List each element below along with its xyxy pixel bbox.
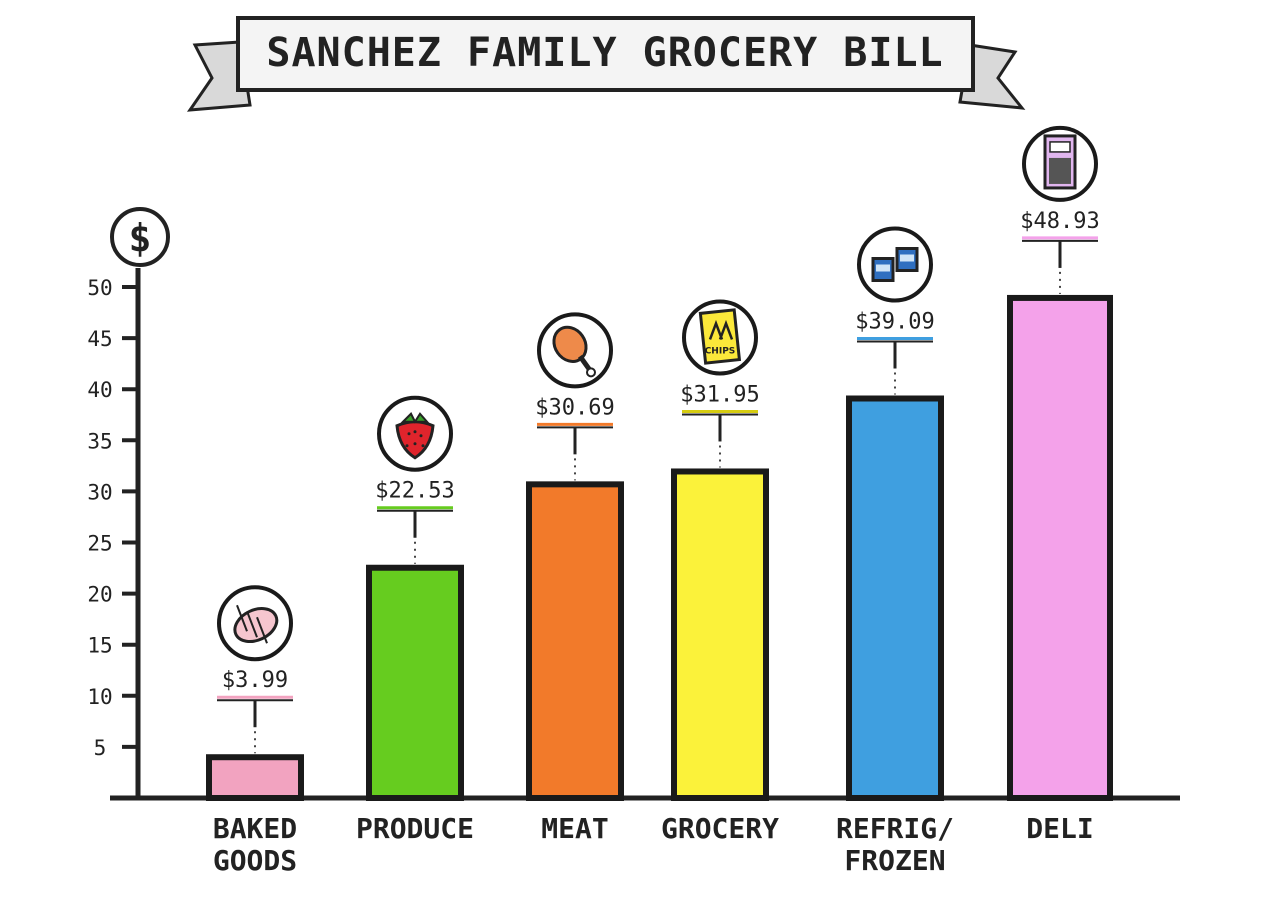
- y-axis-label: $: [129, 216, 152, 260]
- data-value-label: $22.53: [375, 479, 454, 504]
- icons-layer: CHIPS: [217, 125, 1098, 662]
- data-value-label: $48.93: [1020, 209, 1099, 234]
- strawberry-seed: [407, 432, 411, 436]
- cans-icon: [857, 226, 933, 303]
- y-tick-label: 15: [87, 634, 112, 658]
- strawberry-seed: [413, 442, 417, 446]
- strawberry-leaves: [400, 412, 430, 424]
- deli-label: [1049, 141, 1071, 153]
- strawberry-seed: [405, 444, 409, 448]
- bread-crease: [236, 604, 248, 632]
- y-tick-label: 20: [87, 583, 112, 607]
- bar-3: [671, 468, 769, 801]
- drumstick-icon: [537, 312, 613, 389]
- strawberry-seed: [421, 444, 425, 448]
- bar-4: [846, 395, 944, 801]
- category-label: GROCERY: [661, 812, 779, 845]
- category-label: BAKED: [213, 812, 297, 845]
- category-label: REFRIG/: [836, 812, 954, 845]
- deli-contents: [1049, 157, 1071, 184]
- bar-1: [366, 564, 464, 802]
- bar-2: [526, 481, 624, 801]
- bread-shape: [233, 607, 279, 644]
- category-label: FROZEN: [844, 844, 945, 877]
- chips-icon: CHIPS: [682, 299, 758, 376]
- drumstick-bone-end: [586, 367, 596, 378]
- category-label: PRODUCE: [356, 812, 474, 845]
- data-value-label: $39.09: [855, 310, 934, 335]
- chips-triangles: [708, 319, 734, 340]
- y-tick-label: 30: [87, 480, 112, 504]
- bars-layer: [206, 294, 1113, 802]
- chart-title: SANCHEZ FAMILY GROCERY BILL: [266, 30, 943, 76]
- bread-crease: [256, 616, 268, 644]
- y-tick-label: 35: [87, 429, 112, 453]
- y-tick-label: 25: [87, 532, 112, 556]
- y-tick-label: 40: [87, 378, 112, 402]
- banner-body: [236, 16, 975, 92]
- y-tick-label: 50: [87, 276, 112, 300]
- bar-5: [1007, 294, 1113, 801]
- value-labels-layer: $3.99 $22.53 $30.69 $31.95 $39.09 $48.93: [217, 209, 1100, 754]
- can-right-label: [900, 254, 914, 262]
- title-banner: SANCHEZ FAMILY GROCERY BILL: [186, 16, 1026, 112]
- y-axis-ticks: 5 10 15 20 25 30 35 40 45 50: [87, 276, 140, 760]
- icon-circle: [857, 226, 933, 303]
- category-label: MEAT: [541, 812, 608, 845]
- deli-container-icon: [1022, 125, 1098, 202]
- banner-left-tail: [186, 40, 252, 112]
- bread-crease: [246, 610, 258, 638]
- category-label: DELI: [1026, 812, 1093, 845]
- y-tick-label: 5: [94, 736, 107, 760]
- data-value-label: $31.95: [680, 382, 759, 407]
- data-value-label: $30.69: [535, 395, 614, 420]
- category-label: GOODS: [213, 844, 297, 877]
- y-axis-label-badge: $: [110, 207, 170, 267]
- y-axis-label-circle: [110, 207, 170, 267]
- drumstick-bone: [577, 354, 593, 372]
- data-value-label: $3.99: [222, 668, 288, 693]
- strawberry-icon: [377, 395, 453, 472]
- y-tick-label: 45: [87, 327, 112, 351]
- banner-right-tail: [958, 43, 1026, 110]
- bar-0: [206, 754, 304, 802]
- strawberry-seed: [413, 430, 417, 434]
- bread-icon: [217, 585, 293, 662]
- strawberry-seed: [419, 434, 423, 438]
- can-left-label: [876, 264, 890, 272]
- y-tick-label: 10: [87, 685, 112, 709]
- chips-bag-text: CHIPS: [705, 346, 736, 356]
